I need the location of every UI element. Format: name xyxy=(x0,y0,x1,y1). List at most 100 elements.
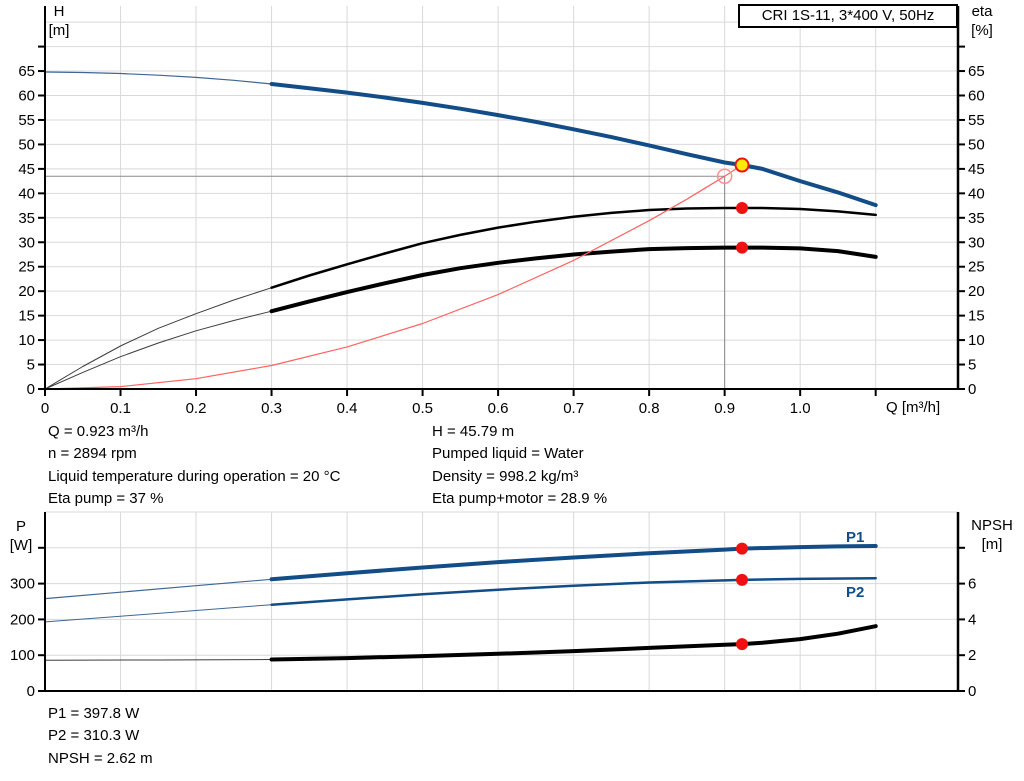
tick-label: 6 xyxy=(968,576,976,593)
eta-axis-label: eta [%] xyxy=(961,2,1003,40)
tick-label: 15 xyxy=(968,308,985,325)
info-line-npsh: NPSH = 2.62 m xyxy=(48,749,153,767)
tick-label: 4 xyxy=(968,611,976,628)
tick-label: 0 xyxy=(27,683,35,700)
p2-point xyxy=(736,573,749,586)
npsh-point xyxy=(736,638,749,651)
tick-label: 50 xyxy=(968,136,985,153)
tick-label: 40 xyxy=(18,185,35,202)
h-axis-label: H [m] xyxy=(41,2,77,40)
tick-label: 0.3 xyxy=(261,400,282,417)
tick-label: 30 xyxy=(968,234,985,251)
tick-label: 45 xyxy=(18,161,35,178)
tick-label: 200 xyxy=(10,611,35,628)
eta-pump-curve xyxy=(270,206,877,289)
tick-label: 10 xyxy=(968,332,985,349)
power-info: P1 = 397.8 W P2 = 310.3 W NPSH = 2.62 m xyxy=(48,703,153,770)
eta-pump-point xyxy=(736,202,749,215)
tick-label: 0 xyxy=(968,381,976,398)
tick-label: 35 xyxy=(18,210,35,227)
gridlines xyxy=(45,6,958,389)
tick-label: 10 xyxy=(18,332,35,349)
tick-label: 0.9 xyxy=(714,400,735,417)
head-curve-catalog xyxy=(44,71,273,85)
info-line-temp: Liquid temperature during operation = 20… xyxy=(48,467,341,485)
p2-curve-catalog xyxy=(44,604,273,623)
tick-label: 300 xyxy=(10,576,35,593)
tick-label: 20 xyxy=(18,283,35,300)
eta-axis-unit: [%] xyxy=(971,22,993,39)
npsh-curve-catalog xyxy=(44,659,273,661)
p-axis-label: P [W] xyxy=(3,517,39,555)
p1-curve-catalog xyxy=(44,578,273,600)
eta-pump-motor-curve xyxy=(269,245,878,314)
tick-label: 0.7 xyxy=(563,400,584,417)
tick-label: 0.2 xyxy=(186,400,207,417)
tick-label: 50 xyxy=(18,136,35,153)
duty-info-right: H = 45.79 m Pumped liquid = Water Densit… xyxy=(432,421,607,511)
axes xyxy=(38,6,965,396)
h-axis-name: H xyxy=(53,3,65,20)
tick-label: 40 xyxy=(968,185,985,202)
info-line-eta-pump: Eta pump = 37 % xyxy=(48,490,164,508)
tick-label: 30 xyxy=(18,234,35,251)
tick-label: 25 xyxy=(18,259,35,276)
tick-label: 0.8 xyxy=(639,400,660,417)
p2-curve-label: P2 xyxy=(846,584,865,601)
eta-pump-curve-catalog xyxy=(44,287,273,390)
tick-label: 5 xyxy=(968,357,976,374)
requested-duty-point[interactable] xyxy=(716,168,733,184)
tick-label: 25 xyxy=(968,259,985,276)
axes xyxy=(38,512,965,692)
npsh-axis-label: NPSH [m] xyxy=(960,516,1024,554)
p2-curve xyxy=(270,576,877,606)
tick-label: 45 xyxy=(968,161,985,178)
system-curve xyxy=(44,164,743,390)
npsh-curve xyxy=(269,624,878,662)
head-curve xyxy=(269,82,878,208)
actual-duty-point[interactable] xyxy=(734,157,750,173)
tick-label: 0 xyxy=(41,400,49,417)
tick-label: 0 xyxy=(968,683,976,700)
npsh-axis-unit: [m] xyxy=(981,536,1003,553)
eta-pump-motor-curve-catalog xyxy=(44,310,273,390)
info-line-eta-pump-motor: Eta pump+motor = 28.9 % xyxy=(432,490,608,508)
npsh-axis-name: NPSH xyxy=(971,517,1013,534)
tick-label: 60 xyxy=(968,88,985,105)
info-line-q: Q = 0.923 m³/h xyxy=(48,423,149,440)
tick-label: 65 xyxy=(968,63,985,80)
tick-label: 0.6 xyxy=(488,400,509,417)
info-line-h: H = 45.79 m xyxy=(432,423,515,440)
tick-label: 60 xyxy=(18,88,35,105)
tick-label: 5 xyxy=(27,357,35,374)
tick-label: 35 xyxy=(968,210,985,227)
tick-label: 0.1 xyxy=(110,400,131,417)
tick-label: 15 xyxy=(18,308,35,325)
duty-info-left: Q = 0.923 m³/h n = 2894 rpm Liquid tempe… xyxy=(48,421,340,511)
p-axis-name: P xyxy=(15,518,26,535)
tick-label: 2 xyxy=(968,647,976,664)
h-axis-unit: [m] xyxy=(48,22,70,39)
gridlines xyxy=(45,511,958,691)
p-axis-unit: [W] xyxy=(9,537,33,554)
q-axis-label: Q [m³/h] xyxy=(886,399,941,416)
info-line-p1: P1 = 397.8 W xyxy=(48,705,140,722)
p1-curve xyxy=(269,544,878,582)
info-line-n: n = 2894 rpm xyxy=(48,445,137,463)
power-npsh-chart: 0 100 200 300 0 2 4 6 xyxy=(10,511,976,700)
tick-label: 0.4 xyxy=(337,400,358,417)
p1-curve-label: P1 xyxy=(846,529,865,546)
eta-axis-name: eta xyxy=(971,3,993,20)
tick-label: 55 xyxy=(968,112,985,129)
tick-label: 100 xyxy=(10,647,35,664)
tick-label: 55 xyxy=(18,112,35,129)
info-line-density: Density = 998.2 kg/m³ xyxy=(432,467,579,485)
qh-chart: 0 5 10 15 20 25 30 35 40 45 50 55 60 65 0 5 10 15 20 25 30 35… xyxy=(18,6,985,417)
info-line-liquid: Pumped liquid = Water xyxy=(432,445,584,463)
pump-title-box: CRI 1S-11, 3*400 V, 50Hz xyxy=(738,4,958,28)
p1-point xyxy=(736,542,749,555)
tick-label: 0.5 xyxy=(412,400,433,417)
tick-label: 65 xyxy=(18,63,35,80)
tick-label: 0 xyxy=(27,381,35,398)
eta-pump-motor-point xyxy=(736,241,749,254)
